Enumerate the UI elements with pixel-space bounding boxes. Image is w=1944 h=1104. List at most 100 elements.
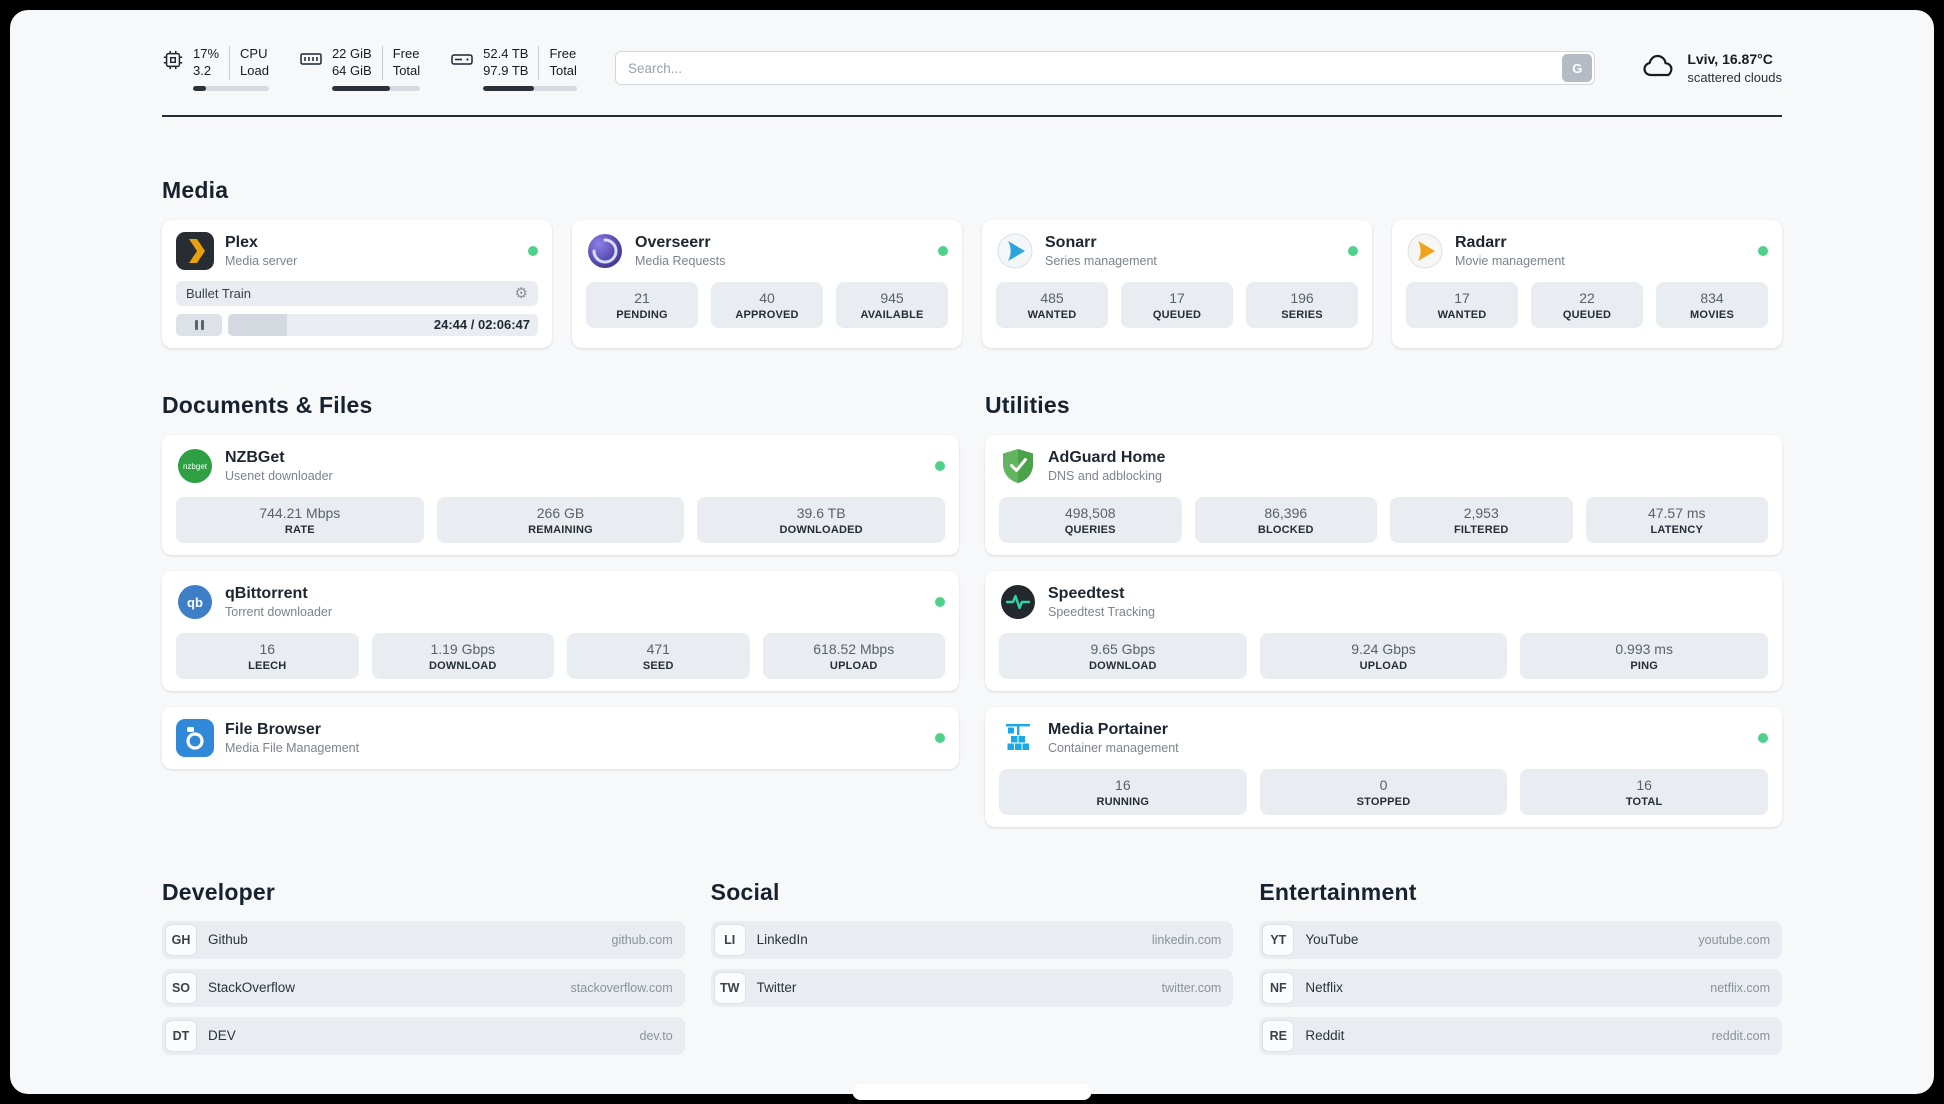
stat-label: SEED [642, 659, 674, 672]
disk-total-label: Total [549, 62, 577, 78]
stat-label: UPLOAD [1359, 659, 1408, 672]
bookmark-abbr: DT [166, 1020, 196, 1051]
app-title: File Browser [225, 720, 322, 738]
stat-label: WANTED [1437, 308, 1487, 321]
disk-free-value: 52.4 TB [483, 46, 529, 61]
stat-value: 0.993 ms [1615, 640, 1673, 657]
bookmark-url: twitter.com [1161, 980, 1222, 995]
stat-label: LEECH [248, 659, 287, 672]
stat-pending: 21 PENDING [586, 281, 698, 328]
adguard-card[interactable]: AdGuard Home DNS and adblocking 498,508 … [985, 434, 1782, 555]
filebrowser-card[interactable]: File Browser Media File Management [162, 706, 959, 769]
bookmark-url: stackoverflow.com [570, 980, 673, 995]
pause-button[interactable] [176, 313, 222, 336]
bookmark-url: linkedin.com [1151, 932, 1222, 947]
bookmark-abbr: RE [1263, 1020, 1294, 1051]
stat-download: 1.19 Gbps DOWNLOAD [371, 632, 554, 679]
app-title: NZBGet [225, 448, 285, 466]
sonarr-card[interactable]: Sonarr Series management 485 WANTED [982, 219, 1372, 348]
bookmark-twitter[interactable]: TW Twitter twitter.com [710, 968, 1234, 1007]
bookmark-linkedin[interactable]: LI LinkedIn linkedin.com [710, 920, 1234, 959]
stat-approved: 40 APPROVED [711, 281, 823, 328]
stat-series: 196 SERIES [1246, 281, 1358, 328]
ram-metric: 22 GiB 64 GiB Free Total [299, 46, 421, 91]
app-subtitle: Movie management [1455, 253, 1565, 268]
bookmark-name: DEV [208, 1028, 236, 1044]
search-input[interactable] [614, 51, 1596, 86]
app-subtitle: Container management [1048, 740, 1179, 755]
bookmark-name: StackOverflow [208, 980, 296, 996]
bookmark-reddit[interactable]: RE Reddit reddit.com [1259, 1016, 1782, 1055]
stat-seed: 471 SEED [567, 632, 750, 679]
stat-label: SERIES [1281, 308, 1323, 321]
bookmark-github[interactable]: GH Github github.com [162, 920, 685, 959]
bookmark-name: Twitter [756, 980, 797, 996]
stat-available: 945 AVAILABLE [836, 281, 948, 328]
bookmark-name: LinkedIn [756, 932, 808, 948]
stat-label: DOWNLOAD [428, 659, 497, 672]
stat-value: 16 [1636, 776, 1652, 793]
stat-value: 618.52 Mbps [813, 640, 895, 657]
playback-progress-bar[interactable]: 24:44 / 02:06:47 [228, 313, 538, 336]
disk-progress-fill [483, 85, 534, 91]
search-engine-button[interactable]: G [1562, 54, 1593, 83]
stat-value: 9.24 Gbps [1351, 640, 1416, 657]
app-title: Radarr [1455, 233, 1507, 251]
plex-card[interactable]: Plex Media server Bullet Train ⚙ [162, 219, 552, 348]
stat-stopped: 0 STOPPED [1259, 768, 1508, 815]
app-title: Plex [225, 233, 258, 251]
bookmark-name: Github [208, 932, 248, 948]
app-title: Speedtest [1048, 584, 1125, 602]
bookmark-youtube[interactable]: YT YouTube youtube.com [1259, 920, 1782, 959]
stat-value: 196 [1290, 289, 1314, 306]
system-metrics: 17% 3.2 CPU Load [162, 46, 577, 91]
stat-value: 266 GB [536, 504, 585, 521]
app-subtitle: Speedtest Tracking [1048, 604, 1156, 619]
portainer-card[interactable]: Media Portainer Container management 16 … [985, 706, 1782, 827]
cpu-label: CPU [240, 46, 268, 61]
stat-running: 16 RUNNING [999, 768, 1247, 815]
ram-total-label: Total [392, 62, 421, 78]
app-title: Media Portainer [1048, 720, 1169, 738]
disk-progress-bar [483, 85, 577, 91]
disk-free-label: Free [549, 46, 577, 61]
gear-icon[interactable]: ⚙ [514, 284, 528, 302]
qbittorrent-card[interactable]: qb qBittorrent Torrent downloader [162, 570, 959, 691]
stat-label: DOWNLOADED [779, 523, 863, 536]
app-subtitle: Series management [1045, 253, 1157, 268]
app-subtitle: Media server [225, 253, 298, 268]
app-title: Overseerr [635, 233, 711, 251]
svg-text:qb: qb [187, 595, 203, 610]
bookmark-name: Netflix [1305, 980, 1343, 996]
nzbget-icon: nzbget [176, 447, 214, 485]
now-playing-title: Bullet Train [186, 285, 252, 301]
bookmark-netflix[interactable]: NF Netflix netflix.com [1259, 968, 1782, 1007]
stat-value: 40 [759, 289, 775, 306]
nzbget-card[interactable]: nzbget NZBGet Usenet downloader [162, 434, 959, 555]
stat-value: 744.21 Mbps [259, 504, 341, 521]
stat-upload: 618.52 Mbps UPLOAD [762, 632, 945, 679]
developer-column: Developer GH Github github.com SO StackO… [162, 879, 685, 1055]
adguard-icon [999, 447, 1037, 485]
radarr-card[interactable]: Radarr Movie management 17 WANTED 2 [1392, 219, 1782, 348]
stat-wanted: 485 WANTED [996, 281, 1108, 328]
stat-value: 21 [634, 289, 650, 306]
stat-value: 16 [259, 640, 276, 657]
documents-column: Documents & Files nzbget [162, 392, 959, 769]
bookmark-abbr: SO [166, 972, 196, 1003]
social-column: Social LI LinkedIn linkedin.com TW Twitt… [710, 879, 1234, 1007]
stat-latency: 47.57 ms LATENCY [1585, 496, 1768, 543]
bookmark-dev[interactable]: DT DEV dev.to [162, 1016, 685, 1055]
ram-progress-bar [331, 85, 421, 91]
cpu-usage-value: 17% [193, 46, 220, 61]
speedtest-card[interactable]: Speedtest Speedtest Tracking 9.65 Gbps D… [985, 570, 1782, 691]
overseerr-card[interactable]: Overseerr Media Requests 21 PENDING [572, 219, 962, 348]
stat-rate: 744.21 Mbps RATE [176, 496, 424, 543]
stat-movies: 834 MOVIES [1656, 281, 1768, 328]
bookmark-url: reddit.com [1711, 1028, 1770, 1043]
weather-condition: scattered clouds [1687, 70, 1782, 86]
bookmark-stackoverflow[interactable]: SO StackOverflow stackoverflow.com [162, 968, 685, 1007]
app-title: AdGuard Home [1048, 448, 1166, 466]
top-bar: 17% 3.2 CPU Load [162, 46, 1782, 91]
bookmark-abbr: LI [714, 924, 745, 955]
